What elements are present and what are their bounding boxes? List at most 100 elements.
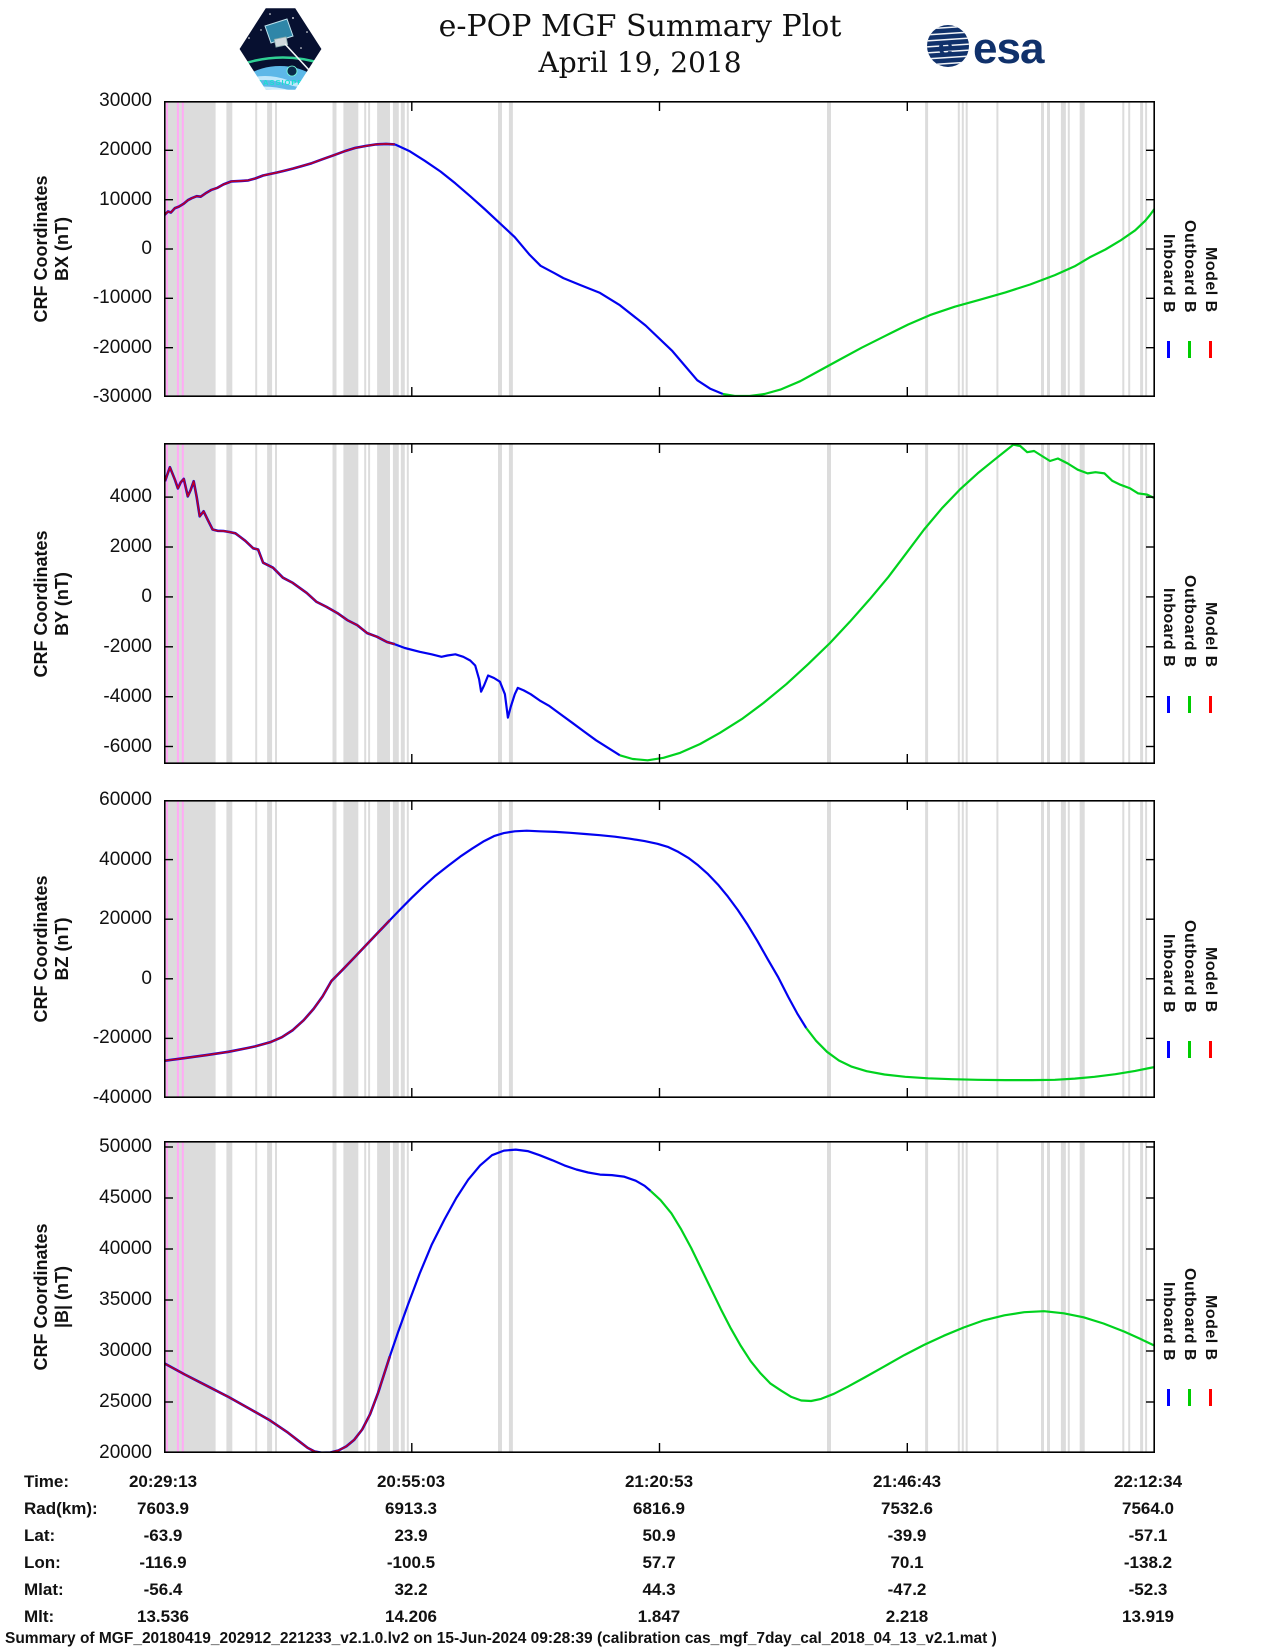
plot-BY-ytick-label: -2000 <box>103 635 152 657</box>
table-cell: -39.9 <box>887 1526 927 1545</box>
legend-label-inboard: Inboard B <box>1160 233 1177 313</box>
legend-dash-inboard-icon <box>1166 1389 1170 1406</box>
table-row-label: Lat: <box>24 1526 56 1545</box>
plot-Bmag-ytick-label: 20000 <box>99 1442 152 1463</box>
table-cell: -116.9 <box>139 1553 187 1572</box>
table-row-label: Lon: <box>24 1553 61 1572</box>
patch-title: CASSIOPE <box>257 78 304 87</box>
plot-BX-ytick-label: -20000 <box>92 336 152 358</box>
table-cell: 21:46:43 <box>872 1472 942 1491</box>
plot-BX-canvas <box>164 101 1155 397</box>
plot-Bmag-legend: Inboard B Outboard B Model B <box>1159 1226 1219 1406</box>
table-cell: -52.3 <box>1128 1580 1168 1599</box>
table-cell: 20:29:13 <box>128 1472 198 1491</box>
table-cell: 1.847 <box>637 1607 681 1626</box>
esa-logo: e esa <box>927 24 1046 72</box>
table-cell: -47.2 <box>887 1580 927 1599</box>
plot-BY-legend: Inboard B Outboard B Model B <box>1159 533 1219 713</box>
table-cell: 13.919 <box>1122 1607 1174 1626</box>
legend-label-inboard: Inboard B <box>1160 933 1177 1013</box>
plot-Bmag-ytick-label: 25000 <box>99 1391 152 1412</box>
plot-BX-ytick-label: 10000 <box>99 188 152 210</box>
legend-dash-outboard-icon <box>1187 341 1191 358</box>
svg-text:e: e <box>938 31 953 61</box>
summary-footer: Summary of MGF_20180419_202912_221233_v2… <box>5 1630 997 1647</box>
esa-logo-text: esa <box>973 24 1045 72</box>
legend-dash-inboard-icon <box>1166 1041 1170 1058</box>
plot-BX-ytick-label: 20000 <box>99 139 152 161</box>
table-cell: 32.2 <box>394 1580 428 1599</box>
plot-Bmag-ytick-label: 30000 <box>99 1340 152 1361</box>
table-cell: -63.9 <box>143 1526 183 1545</box>
plot-BZ-ytick-label: -40000 <box>92 1087 152 1108</box>
table-cell: 7532.6 <box>881 1499 933 1518</box>
plot-BX-ylabel: CRF Coordinates BX (nT) <box>31 175 72 323</box>
legend-dash-model-icon <box>1208 1041 1212 1058</box>
legend-label-model: Model B <box>1202 601 1219 668</box>
legend-label-inboard: Inboard B <box>1160 1281 1177 1361</box>
table-cell: 2.218 <box>885 1607 929 1626</box>
figure-date: April 19, 2018 <box>538 46 742 79</box>
table-row-label: Time: <box>24 1472 70 1491</box>
plot-BX-ytick-label: -10000 <box>92 287 152 309</box>
table-cell: 7564.0 <box>1122 1499 1174 1518</box>
legend-label-outboard: Outboard B <box>1181 574 1198 668</box>
cassiope-mission-patch: CASSIOPE <box>236 5 325 93</box>
plot-BZ-legend: Inboard B Outboard B Model B <box>1159 878 1219 1058</box>
table-cell: 57.7 <box>642 1553 676 1572</box>
plot-Bmag-ylabel: CRF Coordinates |B| (nT) <box>31 1223 72 1371</box>
legend-dash-model-icon <box>1208 695 1212 713</box>
plot-Bmag-ytick-label: 50000 <box>99 1136 152 1158</box>
table-cell: 13.536 <box>137 1607 189 1626</box>
legend-label-outboard: Outboard B <box>1181 920 1198 1013</box>
patch-artwork: CASSIOPE <box>238 7 323 91</box>
plot-BZ-ytick-label: 0 <box>141 967 152 989</box>
table-row-label: Mlt: <box>24 1607 55 1626</box>
legend-dash-inboard-icon <box>1166 695 1170 713</box>
plot-Bmag-ytick-label: 45000 <box>99 1187 152 1208</box>
plot-BY-ytick-label: 2000 <box>109 536 152 557</box>
table-cell: 7603.9 <box>137 1499 189 1518</box>
legend-label-outboard: Outboard B <box>1181 1268 1198 1361</box>
plot-BZ-ytick-label: -20000 <box>92 1027 152 1049</box>
table-cell: 6913.3 <box>385 1499 437 1518</box>
page-title: e-POP MGF Summary Plot <box>438 9 842 44</box>
legend-dash-model-icon <box>1208 341 1212 358</box>
plot-BZ-ylabel: CRF Coordinates BZ (nT) <box>31 875 72 1023</box>
plot-BZ-ytick-label: 60000 <box>99 789 152 810</box>
plot-BZ-ytick-label: 20000 <box>99 908 152 930</box>
plot-BX-ytick-label: 30000 <box>99 90 152 111</box>
table-cell: 50.9 <box>642 1526 676 1545</box>
plot-BY-ytick-label: 4000 <box>109 486 152 508</box>
plot-Bmag-ytick-label: 40000 <box>99 1238 152 1259</box>
table-cell: 70.1 <box>890 1553 924 1572</box>
plot-Bmag-canvas <box>164 1141 1155 1453</box>
plot-BY-ytick-label: 0 <box>141 585 152 607</box>
legend-dash-outboard-icon <box>1187 1389 1191 1406</box>
table-row-label: Mlat: <box>24 1580 64 1599</box>
legend-dash-outboard-icon <box>1187 1041 1191 1058</box>
table-cell: 6816.9 <box>633 1499 685 1518</box>
table-cell: -56.4 <box>143 1580 183 1599</box>
legend-dash-inboard-icon <box>1166 341 1170 358</box>
table-cell: 22:12:34 <box>1113 1472 1183 1491</box>
table-cell: 20:55:03 <box>376 1472 446 1491</box>
plot-BZ-ytick-label: 40000 <box>99 848 152 870</box>
table-cell: 44.3 <box>642 1580 676 1599</box>
plot-BZ-canvas <box>164 800 1155 1098</box>
legend-label-model: Model B <box>1202 247 1219 313</box>
table-row-label: Rad(km): <box>24 1499 98 1518</box>
legend-dash-outboard-icon <box>1187 695 1191 713</box>
plot-BX-legend: Inboard B Outboard B Model B <box>1159 178 1219 358</box>
table-cell: -138.2 <box>1123 1553 1173 1572</box>
legend-label-outboard: Outboard B <box>1181 220 1198 313</box>
figure-title-block: e-POP MGF Summary Plot April 19, 2018 <box>340 8 940 80</box>
plot-BY-ylabel: CRF Coordinates BY (nT) <box>31 529 72 678</box>
table-cell: 23.9 <box>394 1526 428 1545</box>
plot-BY-canvas <box>164 443 1155 764</box>
legend-label-model: Model B <box>1202 1295 1219 1361</box>
table-cell: 14.206 <box>385 1607 437 1626</box>
legend-dash-model-icon <box>1208 1389 1212 1406</box>
plot-BX-ytick-label: 0 <box>141 238 152 259</box>
